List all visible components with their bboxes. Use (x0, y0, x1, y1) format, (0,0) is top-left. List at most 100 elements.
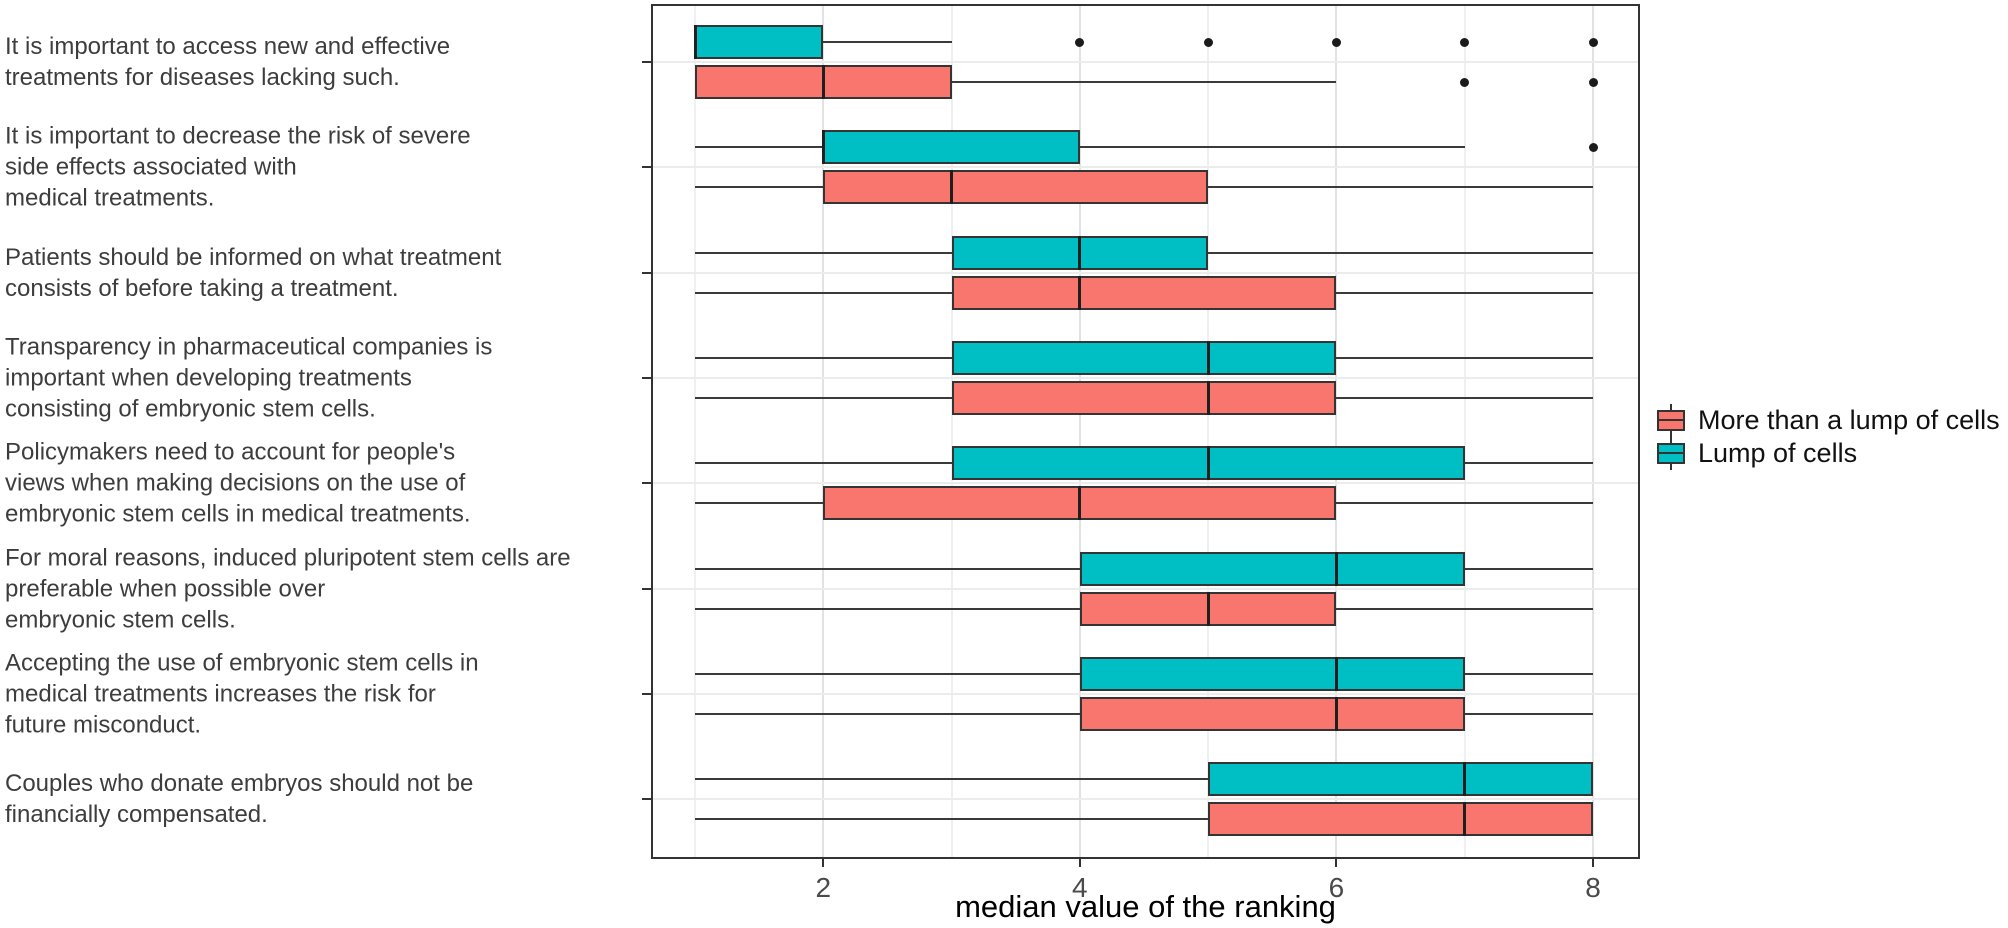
y-tick-2 (642, 166, 651, 169)
legend-item-lump: Lump of cells (1656, 437, 2000, 470)
median-group6-lump (1334, 551, 1338, 586)
legend-key-median (1657, 452, 1685, 454)
outlier-group1-lump-6 (1331, 37, 1341, 47)
whisker-left-group3-more (695, 291, 952, 294)
box-group1-lump (695, 25, 824, 59)
gridline-category-7 (653, 692, 1638, 695)
category-label-8: Couples who donate embryos should not be… (5, 770, 474, 829)
box-group4-lump (951, 340, 1337, 375)
gridline-category-5 (653, 482, 1638, 485)
median-group4-more (1206, 380, 1210, 415)
whisker-left-group2-more (695, 186, 824, 189)
y-tick-3 (642, 271, 651, 274)
box-group7-more (1079, 696, 1465, 731)
y-tick-8 (642, 798, 651, 801)
box-group2-lump (823, 130, 1080, 165)
whisker-left-group6-lump (695, 567, 1080, 570)
whisker-right-group1-more (951, 81, 1337, 83)
median-group5-lump (1206, 446, 1210, 481)
x-tick-8 (1592, 859, 1594, 867)
outlier-group1-more-8 (1588, 77, 1598, 87)
whisker-left-group8-more (695, 818, 1209, 821)
legend-key-median (1657, 419, 1685, 421)
outlier-group1-lump-8 (1588, 37, 1598, 47)
legend-key-boxplot-icon (1656, 437, 1686, 470)
median-group3-lump (1078, 235, 1082, 270)
whisker-left-group5-more (695, 502, 824, 505)
box-group4-more (951, 380, 1337, 415)
whisker-left-group4-lump (695, 356, 952, 359)
whisker-right-group6-lump (1464, 567, 1593, 570)
category-label-4: Transparency in pharmaceutical companies… (5, 333, 493, 423)
whisker-left-group7-lump (695, 672, 1080, 675)
y-tick-1 (642, 61, 651, 63)
whisker-right-group7-lump (1464, 672, 1593, 675)
box-group8-more (1208, 802, 1593, 837)
gridline-category-2 (653, 166, 1638, 169)
whisker-left-group3-lump (695, 251, 952, 254)
box-group6-lump (1079, 551, 1465, 586)
category-label-5: Policymakers need to account for people'… (5, 438, 471, 528)
median-group8-lump (1463, 762, 1467, 797)
whisker-left-group6-more (695, 607, 1080, 610)
legend-label: Lump of cells (1698, 438, 1858, 468)
whisker-right-group7-more (1464, 712, 1593, 715)
y-tick-6 (642, 587, 651, 590)
x-tick-label-4: 4 (1072, 872, 1088, 903)
median-group2-lump (821, 130, 825, 165)
gridline-minor-5 (1207, 6, 1210, 857)
gridline-major-8 (1592, 6, 1594, 857)
gridline-category-3 (653, 271, 1638, 274)
outlier-group1-more-7 (1460, 77, 1470, 87)
median-group5-more (1078, 486, 1082, 521)
category-label-6: For moral reasons, induced pluripotent s… (5, 544, 571, 633)
gridline-minor-1 (694, 6, 696, 857)
y-tick-5 (642, 482, 651, 485)
whisker-left-group5-lump (695, 462, 952, 465)
whisker-right-group3-more (1336, 291, 1593, 294)
box-group8-lump (1208, 762, 1593, 797)
whisker-right-group1-lump (823, 41, 952, 43)
gridline-major-6 (1335, 6, 1338, 857)
gridline-category-6 (653, 587, 1638, 590)
whisker-right-group4-lump (1336, 356, 1593, 359)
category-label-1: It is important to access new and effect… (5, 33, 451, 91)
legend-item-more-than-a-lump: More than a lump of cells (1656, 404, 2000, 437)
median-group1-lump (693, 25, 697, 59)
x-axis-title: median value of the ranking (955, 889, 1336, 924)
gridline-category-8 (653, 798, 1638, 801)
y-tick-7 (642, 692, 651, 695)
outlier-group1-lump-5 (1203, 37, 1213, 47)
outlier-group2-lump-8 (1588, 142, 1598, 152)
x-tick-4 (1078, 859, 1081, 867)
legend-key-boxplot-icon (1656, 404, 1686, 437)
category-label-7: Accepting the use of embryonic stem cell… (5, 649, 479, 739)
y-tick-4 (642, 376, 651, 379)
gridline-category-4 (653, 376, 1638, 379)
median-group4-lump (1206, 340, 1210, 375)
box-group2-more (823, 170, 1209, 205)
x-tick-label-6: 6 (1328, 872, 1345, 903)
whisker-left-group8-lump (695, 778, 1209, 781)
gridline-major-4 (1078, 6, 1081, 857)
median-group8-more (1463, 802, 1467, 837)
whisker-right-group2-more (1208, 186, 1593, 189)
category-label-2: It is important to decrease the risk of … (5, 122, 471, 212)
median-group2-more (950, 170, 954, 205)
gridline-minor-3 (950, 6, 953, 857)
whisker-left-group2-lump (695, 146, 824, 149)
legend: More than a lump of cells Lump of cells (1656, 404, 2000, 470)
whisker-right-group6-more (1336, 607, 1593, 610)
gridline-major-2 (822, 6, 825, 857)
median-group6-more (1206, 591, 1210, 626)
gridline-category-1 (653, 61, 1638, 63)
gridline-minor-7 (1463, 6, 1466, 857)
category-label-3: Patients should be informed on what trea… (5, 243, 502, 302)
whisker-left-group4-more (695, 396, 952, 399)
x-tick-2 (822, 859, 825, 867)
x-tick-label-8: 8 (1585, 872, 1601, 903)
legend-label: More than a lump of cells (1698, 405, 2000, 435)
whisker-right-group2-lump (1079, 146, 1465, 149)
outlier-group1-lump-4 (1075, 37, 1085, 47)
